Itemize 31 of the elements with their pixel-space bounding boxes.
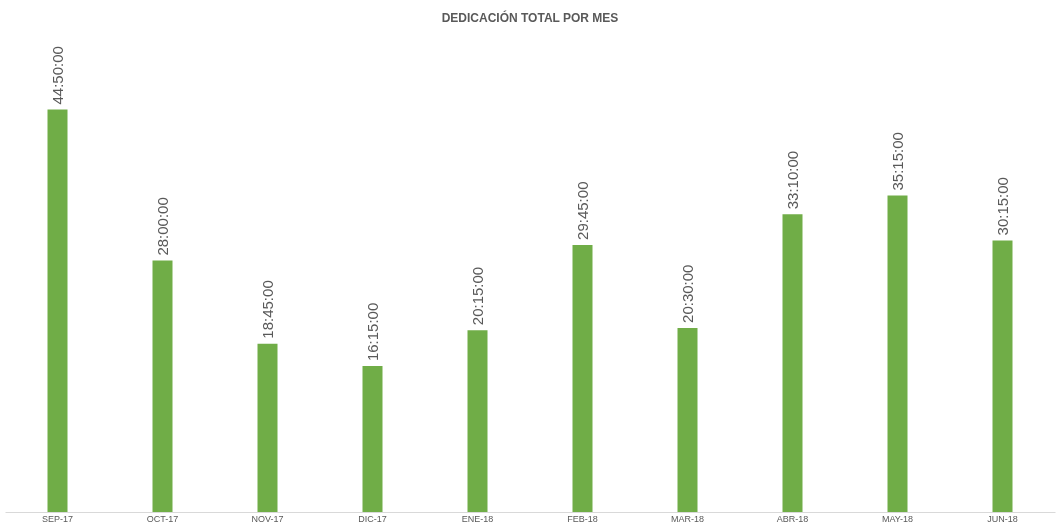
bar <box>257 343 278 512</box>
bar <box>152 260 173 512</box>
bar <box>467 330 488 512</box>
x-tick-label: MAY-18 <box>881 513 914 524</box>
x-tick-label: DIC-17 <box>358 513 387 524</box>
data-label: 20:30:00 <box>678 264 696 323</box>
bar <box>887 195 908 512</box>
data-label: 29:45:00 <box>573 181 591 240</box>
x-tick-label: ENE-18 <box>461 513 494 524</box>
x-tick-label: NOV-17 <box>251 513 284 524</box>
data-label: 18:45:00 <box>258 280 276 339</box>
data-label: 33:10:00 <box>783 150 801 210</box>
x-tick-label: SEP-17 <box>41 513 74 524</box>
bar <box>47 109 68 512</box>
x-tick-label: OCT-17 <box>146 513 179 524</box>
x-tick-label: FEB-18 <box>567 513 598 524</box>
data-label: 44:50:00 <box>48 46 66 105</box>
bar <box>782 214 803 512</box>
chart-title: DEDICACIÓN TOTAL POR MES <box>441 10 619 25</box>
data-label: 28:00:00 <box>153 197 171 256</box>
x-tick-label: MAR-18 <box>670 513 705 524</box>
data-label: 35:15:00 <box>888 132 906 191</box>
data-label: 16:15:00 <box>363 302 381 362</box>
bar <box>362 366 383 512</box>
bar <box>992 240 1013 512</box>
bar <box>677 327 698 512</box>
x-tick-label: ABR-18 <box>776 513 809 524</box>
data-label: 30:15:00 <box>993 177 1011 236</box>
x-tick-label: JUN-18 <box>987 513 1018 524</box>
bar <box>572 244 593 512</box>
data-label: 20:15:00 <box>468 266 486 326</box>
